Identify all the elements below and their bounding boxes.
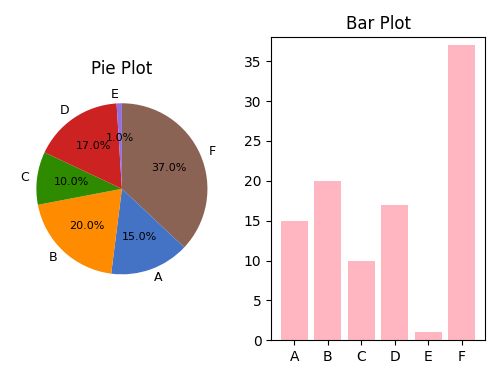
Text: A: A xyxy=(154,271,162,284)
Text: E: E xyxy=(111,88,119,101)
Wedge shape xyxy=(38,189,122,274)
Text: B: B xyxy=(49,251,58,264)
Text: 1.0%: 1.0% xyxy=(106,133,134,143)
Bar xyxy=(415,332,442,340)
Text: 17.0%: 17.0% xyxy=(76,141,111,151)
Bar xyxy=(281,221,307,340)
Title: Pie Plot: Pie Plot xyxy=(92,60,152,78)
Wedge shape xyxy=(116,103,122,189)
Wedge shape xyxy=(36,152,122,205)
Text: C: C xyxy=(20,171,28,183)
Bar xyxy=(382,205,408,340)
Text: 37.0%: 37.0% xyxy=(152,163,186,174)
Text: D: D xyxy=(60,105,69,117)
Bar xyxy=(314,181,341,340)
Wedge shape xyxy=(44,103,122,189)
Wedge shape xyxy=(111,189,184,274)
Text: 15.0%: 15.0% xyxy=(122,232,157,242)
Wedge shape xyxy=(122,103,208,247)
Bar xyxy=(448,45,475,340)
Text: 10.0%: 10.0% xyxy=(54,177,88,187)
Text: F: F xyxy=(208,145,216,158)
Title: Bar Plot: Bar Plot xyxy=(346,15,410,33)
Bar xyxy=(348,260,374,340)
Text: 20.0%: 20.0% xyxy=(69,221,104,231)
